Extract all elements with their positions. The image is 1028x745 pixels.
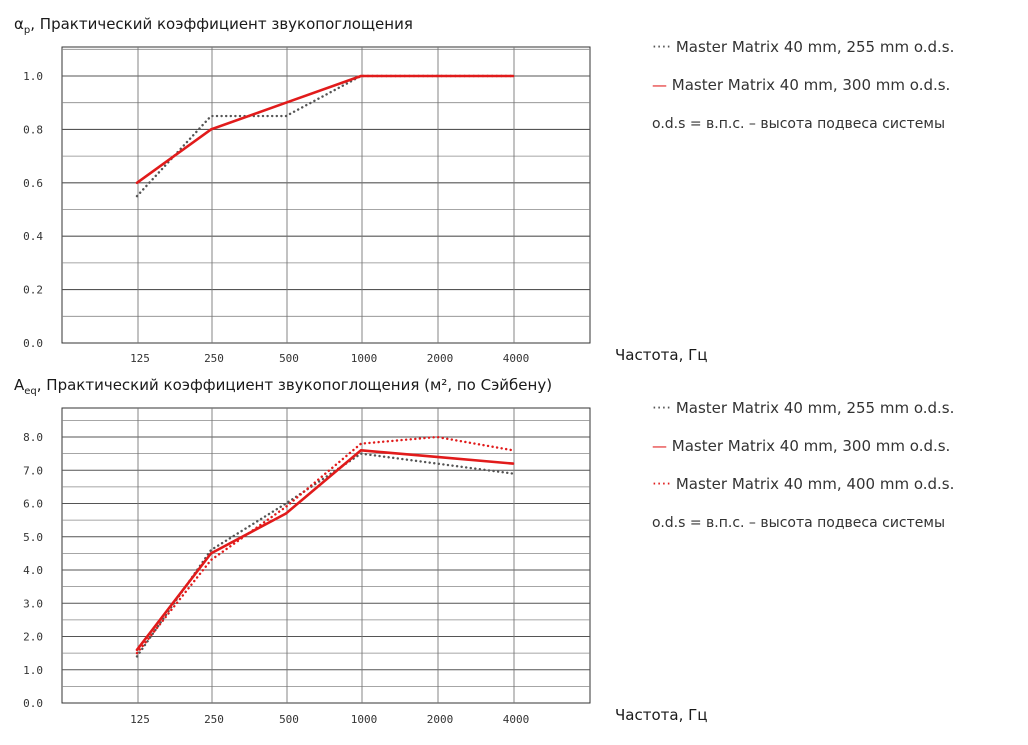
legend-note: o.d.s = в.п.с. – высота подвеса системы	[652, 116, 945, 132]
series-line-1	[135, 452, 515, 658]
x-tick-label: 2000	[427, 713, 454, 726]
y-tick-label: 0.6	[23, 177, 43, 190]
chart-title-main: α	[14, 15, 24, 33]
y-tick-label: 2.0	[23, 631, 43, 644]
chart-title-subscript: eq	[24, 386, 37, 397]
y-tick-label: 1.0	[23, 664, 43, 677]
legend-item: ···· Master Matrix 40 mm, 255 mm o.d.s.	[652, 399, 954, 417]
legend-item: ···· Master Matrix 40 mm, 255 mm o.d.s.	[652, 38, 954, 56]
legend-label: Master Matrix 40 mm, 255 mm o.d.s.	[676, 38, 955, 56]
legend-label: Master Matrix 40 mm, 255 mm o.d.s.	[676, 399, 955, 417]
x-tick-label: 125	[130, 713, 150, 726]
legend-item: ···· Master Matrix 40 mm, 400 mm o.d.s.	[652, 475, 954, 493]
plot-frame	[61, 407, 591, 704]
legend-marker: ····	[652, 399, 676, 417]
x-tick-label: 250	[204, 352, 224, 365]
y-tick-label: 0.2	[23, 284, 43, 297]
legend-marker: ····	[652, 38, 676, 56]
y-tick-label: 7.0	[23, 464, 43, 477]
y-tick-label: 0.0	[23, 697, 43, 710]
series-line-2	[135, 74, 515, 185]
chart-title: αp, Практический коэффициент звукопоглощ…	[14, 15, 413, 36]
y-tick-label: 0.0	[23, 337, 43, 350]
y-tick-label: 3.0	[23, 597, 43, 610]
x-tick-label: 1000	[351, 352, 378, 365]
x-tick-label: 500	[279, 713, 299, 726]
chart-title-subscript: p	[24, 25, 30, 36]
chart-1: αp, Практический коэффициент звукопоглощ…	[14, 15, 954, 365]
plot-frame	[61, 46, 591, 344]
chart-title-main: A	[14, 376, 25, 394]
chart-2: Aeq, Практический коэффициент звукопогло…	[14, 376, 954, 726]
y-tick-label: 8.0	[23, 431, 43, 444]
y-tick-label: 4.0	[23, 564, 43, 577]
chart-title-rest: , Практический коэффициент звукопоглощен…	[30, 15, 413, 33]
x-axis-label: Частота, Гц	[615, 346, 707, 364]
legend-marker: —	[652, 437, 672, 455]
legend-note: o.d.s = в.п.с. – высота подвеса системы	[652, 515, 945, 531]
chart-title-rest: , Практический коэффициент звукопоглощен…	[37, 376, 552, 394]
x-tick-label: 250	[204, 713, 224, 726]
chart-title: Aeq, Практический коэффициент звукопогло…	[14, 376, 552, 397]
x-tick-label: 500	[279, 352, 299, 365]
legend-label: Master Matrix 40 mm, 300 mm o.d.s.	[672, 76, 951, 94]
x-tick-label: 4000	[503, 713, 530, 726]
y-tick-label: 1.0	[23, 70, 43, 83]
legend-label: Master Matrix 40 mm, 300 mm o.d.s.	[672, 437, 951, 455]
x-tick-label: 1000	[351, 713, 378, 726]
legend-marker: —	[652, 76, 672, 94]
legend-item: — Master Matrix 40 mm, 300 mm o.d.s.	[652, 437, 950, 455]
x-tick-label: 125	[130, 352, 150, 365]
x-tick-label: 2000	[427, 352, 454, 365]
series-line-2	[135, 448, 515, 652]
legend-marker: ····	[652, 475, 676, 493]
x-axis-label: Частота, Гц	[615, 706, 707, 724]
legend-item: — Master Matrix 40 mm, 300 mm o.d.s.	[652, 76, 950, 94]
x-tick-label: 4000	[503, 352, 530, 365]
y-tick-label: 6.0	[23, 498, 43, 511]
y-tick-label: 0.8	[23, 123, 43, 136]
y-tick-label: 0.4	[23, 230, 43, 243]
y-tick-label: 5.0	[23, 531, 43, 544]
legend-label: Master Matrix 40 mm, 400 mm o.d.s.	[676, 475, 955, 493]
